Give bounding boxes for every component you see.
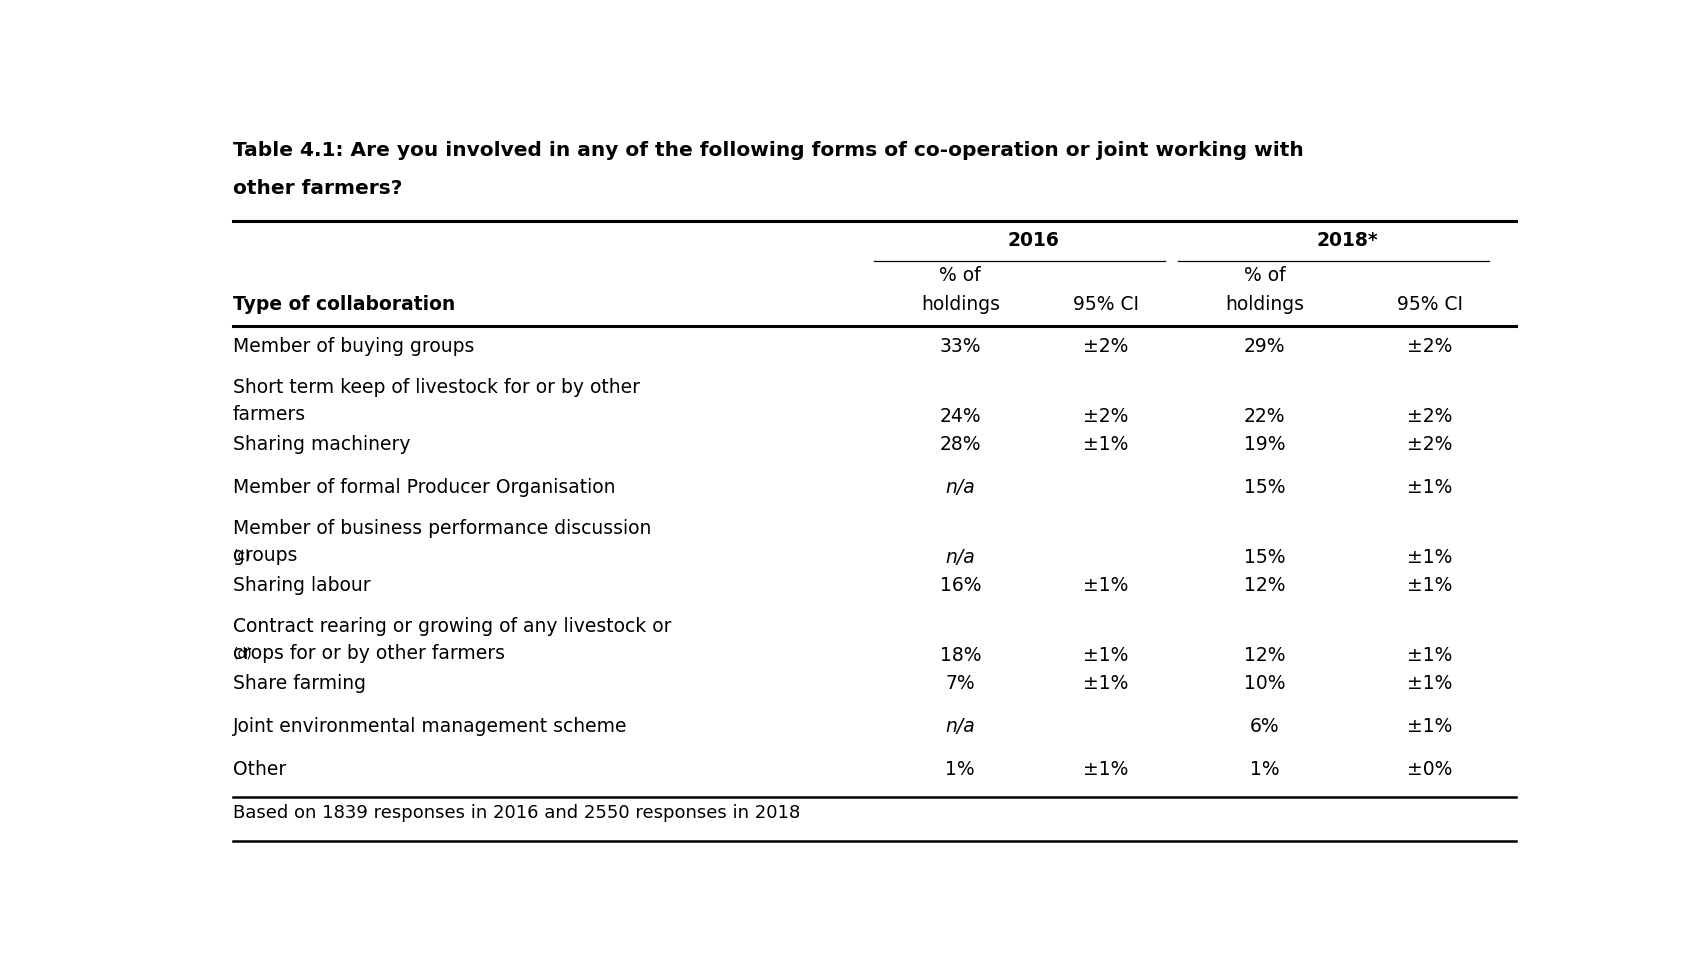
Text: Member of formal Producer Organisation: Member of formal Producer Organisation: [234, 478, 616, 497]
Text: Member of business performance discussion: Member of business performance discussio…: [234, 519, 651, 538]
Text: 22%: 22%: [1243, 408, 1284, 426]
Text: (d): (d): [234, 646, 252, 661]
Text: 19%: 19%: [1243, 434, 1284, 454]
Text: ±1%: ±1%: [1083, 575, 1127, 595]
Text: Other: Other: [234, 760, 286, 779]
Text: 1%: 1%: [1248, 760, 1279, 779]
Text: 1%: 1%: [945, 760, 975, 779]
Text: Sharing machinery: Sharing machinery: [234, 434, 411, 454]
Text: Joint environmental management scheme: Joint environmental management scheme: [234, 717, 627, 736]
Text: Share farming: Share farming: [234, 674, 367, 693]
Text: ±2%: ±2%: [1407, 434, 1451, 454]
Text: ±1%: ±1%: [1407, 646, 1451, 666]
Text: n/a: n/a: [945, 717, 975, 736]
Text: 95% CI: 95% CI: [1396, 294, 1461, 314]
Text: Sharing labour: Sharing labour: [234, 575, 370, 595]
Text: 10%: 10%: [1243, 674, 1284, 693]
Text: Table 4.1: Are you involved in any of the following forms of co-operation or joi: Table 4.1: Are you involved in any of th…: [234, 141, 1303, 160]
Text: 7%: 7%: [945, 674, 975, 693]
Text: % of: % of: [1243, 267, 1284, 286]
Text: 12%: 12%: [1243, 646, 1284, 666]
Text: 16%: 16%: [939, 575, 980, 595]
Text: ±2%: ±2%: [1407, 408, 1451, 426]
Text: Short term keep of livestock for or by other: Short term keep of livestock for or by o…: [234, 378, 639, 397]
Text: ±2%: ±2%: [1083, 337, 1127, 356]
Text: holdings: holdings: [921, 294, 999, 314]
Text: ±1%: ±1%: [1407, 674, 1451, 693]
Text: ±1%: ±1%: [1407, 717, 1451, 736]
Text: n/a: n/a: [945, 478, 975, 497]
Text: holdings: holdings: [1224, 294, 1303, 314]
Text: Contract rearing or growing of any livestock or: Contract rearing or growing of any lives…: [234, 618, 672, 636]
Text: 18%: 18%: [939, 646, 980, 666]
Text: ±1%: ±1%: [1407, 549, 1451, 567]
Text: 33%: 33%: [939, 337, 980, 356]
Text: ±1%: ±1%: [1083, 646, 1127, 666]
Text: 2018*: 2018*: [1316, 231, 1378, 250]
Text: ±2%: ±2%: [1407, 337, 1451, 356]
Text: 15%: 15%: [1243, 549, 1284, 567]
Text: 95% CI: 95% CI: [1072, 294, 1137, 314]
Text: 12%: 12%: [1243, 575, 1284, 595]
Text: (c): (c): [234, 549, 251, 562]
Text: 24%: 24%: [939, 408, 980, 426]
Text: Based on 1839 responses in 2016 and 2550 responses in 2018: Based on 1839 responses in 2016 and 2550…: [234, 804, 800, 822]
Text: crops for or by other farmers(d): crops for or by other farmers(d): [234, 643, 532, 663]
Text: Type of collaboration: Type of collaboration: [234, 294, 455, 314]
Text: ±1%: ±1%: [1407, 478, 1451, 497]
Text: groups: groups: [234, 546, 297, 565]
Text: ±1%: ±1%: [1083, 674, 1127, 693]
Text: 29%: 29%: [1243, 337, 1284, 356]
Text: ±0%: ±0%: [1407, 760, 1451, 779]
Text: 2016: 2016: [1006, 231, 1059, 250]
Text: % of: % of: [939, 267, 980, 286]
Text: crops for or by other farmers: crops for or by other farmers: [234, 643, 505, 663]
Text: 28%: 28%: [939, 434, 980, 454]
Text: groups(c): groups(c): [234, 546, 322, 565]
Text: ±1%: ±1%: [1407, 575, 1451, 595]
Text: n/a: n/a: [945, 549, 975, 567]
Text: ±1%: ±1%: [1083, 434, 1127, 454]
Text: 15%: 15%: [1243, 478, 1284, 497]
Text: farmers: farmers: [234, 405, 305, 424]
Text: Member of buying groups: Member of buying groups: [234, 337, 474, 356]
Text: ±1%: ±1%: [1083, 760, 1127, 779]
Text: ±2%: ±2%: [1083, 408, 1127, 426]
Text: other farmers?: other farmers?: [234, 179, 402, 199]
Text: 6%: 6%: [1248, 717, 1279, 736]
